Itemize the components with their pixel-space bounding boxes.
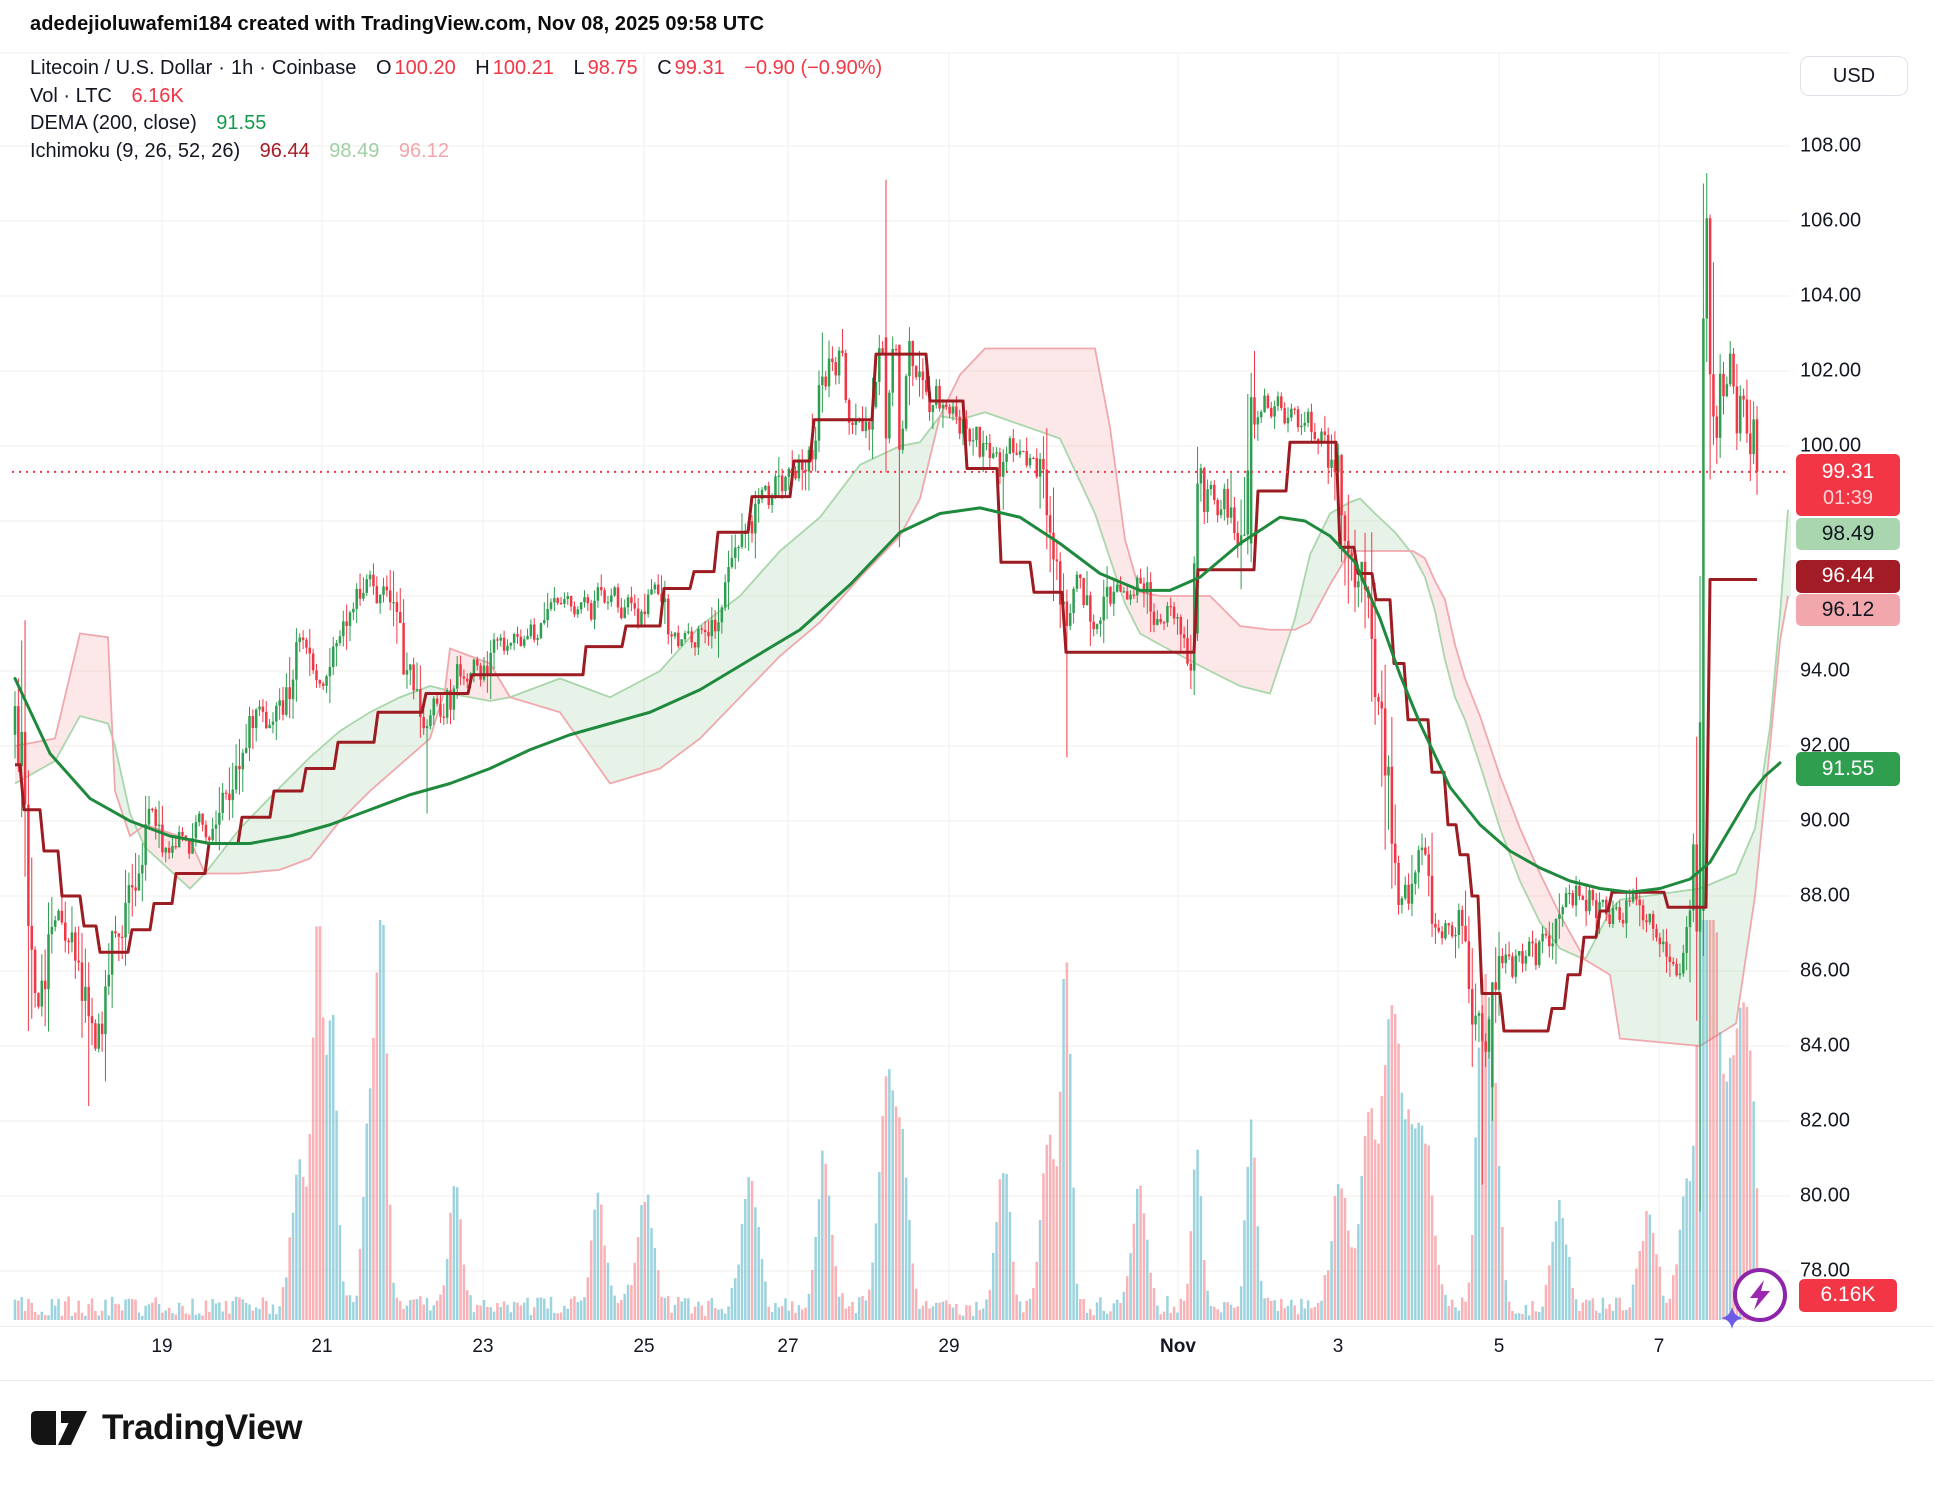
symbol-legend-row[interactable]: Litecoin / U.S. Dollar · 1h · Coinbase O 100.… — [30, 57, 882, 80]
currency-toggle-button[interactable]: USD — [1800, 56, 1908, 96]
ichimoku-lead-b-value: 96.12 — [398, 140, 449, 162]
price-axis-label[interactable]: 92.00 — [1800, 734, 1851, 757]
open-label: O — [375, 57, 392, 79]
high-label: H — [475, 57, 490, 79]
dema-legend-row[interactable]: DEMA (200, close) 91.55 — [30, 112, 266, 135]
bar-countdown: 01:39 — [1822, 486, 1874, 509]
price-axis-label[interactable]: 84.00 — [1800, 1034, 1851, 1057]
ichimoku-base-value: 96.44 — [259, 140, 310, 162]
ichimoku-lead-a-value: 98.49 — [329, 140, 380, 162]
sparkle-icon — [1721, 1307, 1743, 1329]
volume-legend-row[interactable]: Vol · LTC 6.16K — [30, 85, 184, 108]
ichimoku-legend-row[interactable]: Ichimoku (9, 26, 52, 26) 96.44 98.49 96.… — [30, 140, 449, 163]
last-price-value: 99.31 — [1821, 460, 1875, 484]
price-axis-label[interactable]: 86.00 — [1800, 959, 1851, 982]
close-value: 99.31 — [674, 57, 725, 79]
time-axis-label[interactable]: 21 — [311, 1336, 333, 1357]
time-axis-separator — [0, 1326, 1934, 1327]
separator-dot: · — [218, 57, 225, 79]
dema-label: DEMA (200, close) — [30, 112, 197, 134]
last-price-badge: 99.31 01:39 — [1796, 454, 1900, 516]
separator-dot: · — [259, 57, 266, 79]
time-axis-label[interactable]: 19 — [151, 1336, 173, 1357]
open-value: 100.20 — [394, 57, 456, 79]
time-axis-label[interactable]: 25 — [633, 1336, 655, 1357]
price-axis-label[interactable]: 90.00 — [1800, 809, 1851, 832]
time-axis-label[interactable]: 7 — [1653, 1336, 1665, 1357]
price-axis-label[interactable]: 100.00 — [1800, 434, 1862, 457]
price-axis-label[interactable]: 88.00 — [1800, 884, 1851, 907]
time-axis-label[interactable]: 29 — [938, 1336, 960, 1357]
symbol-name[interactable]: Litecoin / U.S. Dollar — [30, 57, 213, 79]
price-axis-label[interactable]: 106.00 — [1800, 209, 1862, 232]
price-axis-label[interactable]: 82.00 — [1800, 1109, 1851, 1132]
time-axis-label[interactable]: 23 — [472, 1336, 494, 1357]
time-axis-label[interactable]: 5 — [1493, 1336, 1505, 1357]
dema-value: 91.55 — [216, 112, 267, 134]
price-axis-label[interactable]: 108.00 — [1800, 134, 1862, 157]
close-label: C — [657, 57, 672, 79]
price-axis-label[interactable]: 80.00 — [1800, 1184, 1851, 1207]
volume-badge: 6.16K — [1799, 1279, 1897, 1312]
tradingview-logo[interactable]: TradingView — [28, 1408, 303, 1448]
tradingview-logo-text: TradingView — [102, 1408, 303, 1447]
ichimoku-lead-a-badge: 98.49 — [1796, 518, 1900, 550]
volume-value: 6.16K — [131, 85, 184, 107]
interval-label[interactable]: 1h — [230, 57, 254, 79]
low-value: 98.75 — [587, 57, 638, 79]
tradingview-logomark — [31, 1411, 87, 1445]
price-axis-label[interactable]: 104.00 — [1800, 284, 1862, 307]
flash-boost-icon[interactable] — [1718, 1258, 1796, 1336]
chart-bottom-border — [0, 1380, 1934, 1381]
price-axis-label[interactable]: 102.00 — [1800, 359, 1862, 382]
exchange-label[interactable]: Coinbase — [271, 57, 357, 79]
volume-label: Vol · LTC — [30, 85, 112, 107]
attribution-header: adedejioluwafemi184 created with Trading… — [30, 13, 765, 35]
high-value: 100.21 — [492, 57, 554, 79]
time-axis-label[interactable]: Nov — [1160, 1336, 1196, 1357]
time-axis-label[interactable]: 27 — [777, 1336, 799, 1357]
ichimoku-label: Ichimoku (9, 26, 52, 26) — [30, 140, 241, 162]
ichimoku-base-badge: 96.44 — [1796, 560, 1900, 593]
low-label: L — [573, 57, 585, 79]
price-axis-label[interactable]: 94.00 — [1800, 659, 1851, 682]
lightning-bolt-icon — [1750, 1280, 1770, 1310]
price-axis-label[interactable]: 78.00 — [1800, 1259, 1851, 1282]
dema-badge: 91.55 — [1796, 752, 1900, 786]
ichimoku-lead-b-badge: 96.12 — [1796, 594, 1900, 626]
time-axis-label[interactable]: 3 — [1332, 1336, 1344, 1357]
change-value: −0.90 (−0.90%) — [744, 57, 883, 79]
